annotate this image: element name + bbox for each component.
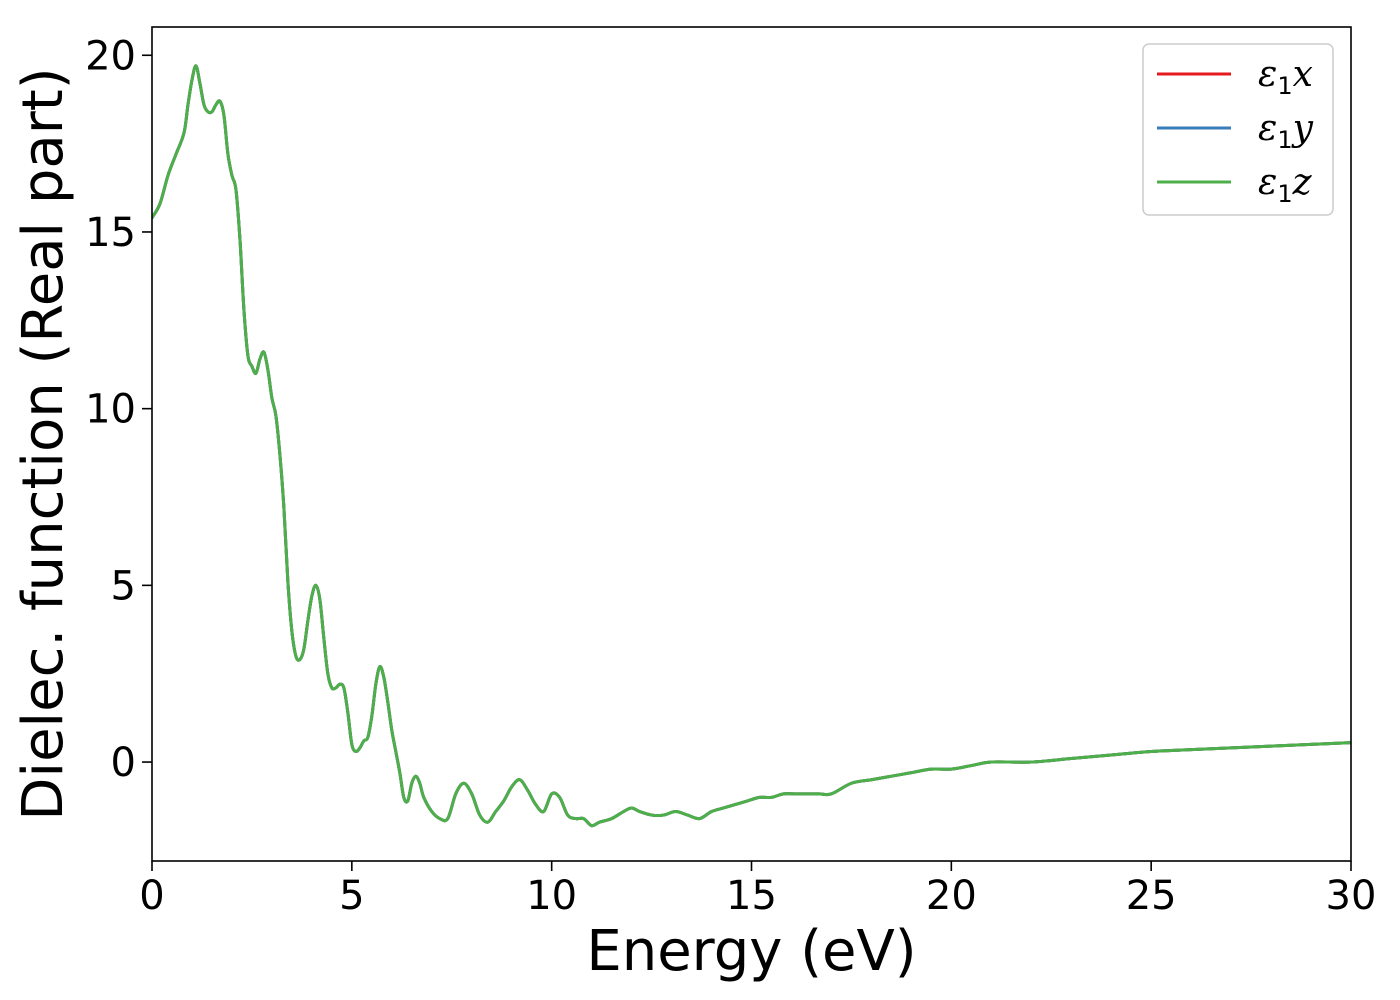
x-axis: 0 5 10 15 20 25 30 <box>139 861 1376 919</box>
x-tick-label: 20 <box>926 873 977 919</box>
y-tick-label: 5 <box>111 563 136 609</box>
legend-symbol: ε <box>1258 162 1277 203</box>
y-tick-label: 0 <box>111 740 136 786</box>
series-line-ε1z <box>152 64 1351 828</box>
x-tick-label: 25 <box>1126 873 1177 919</box>
y-axis-title: Dielec. function (Real part) <box>11 67 76 820</box>
x-tick-label: 5 <box>339 873 364 919</box>
legend-symbol: ε <box>1258 108 1277 149</box>
legend-variable: y <box>1291 108 1314 149</box>
y-tick-label: 20 <box>85 33 136 79</box>
legend-subscript: 1 <box>1277 126 1292 154</box>
legend-label: ε1x <box>1258 54 1313 100</box>
x-tick-label: 15 <box>726 873 777 919</box>
legend-variable: x <box>1293 54 1313 95</box>
x-tick-label: 10 <box>526 873 577 919</box>
legend-subscript: 1 <box>1277 180 1292 208</box>
legend-box <box>1142 43 1334 216</box>
x-tick-label: 0 <box>139 873 164 919</box>
x-axis-title: Energy (eV) <box>586 919 916 984</box>
y-tick-label: 10 <box>85 387 136 433</box>
y-tick-label: 15 <box>85 210 136 256</box>
legend-subscript: 1 <box>1277 72 1292 100</box>
legend-label: ε1y <box>1258 108 1314 154</box>
series-layer <box>152 64 1351 828</box>
y-axis: 0 5 10 15 20 <box>85 33 152 786</box>
x-tick-label: 30 <box>1326 873 1377 919</box>
legend-symbol: ε <box>1258 54 1277 95</box>
legend-label: ε1z <box>1258 162 1313 208</box>
legend-variable: z <box>1292 162 1313 203</box>
